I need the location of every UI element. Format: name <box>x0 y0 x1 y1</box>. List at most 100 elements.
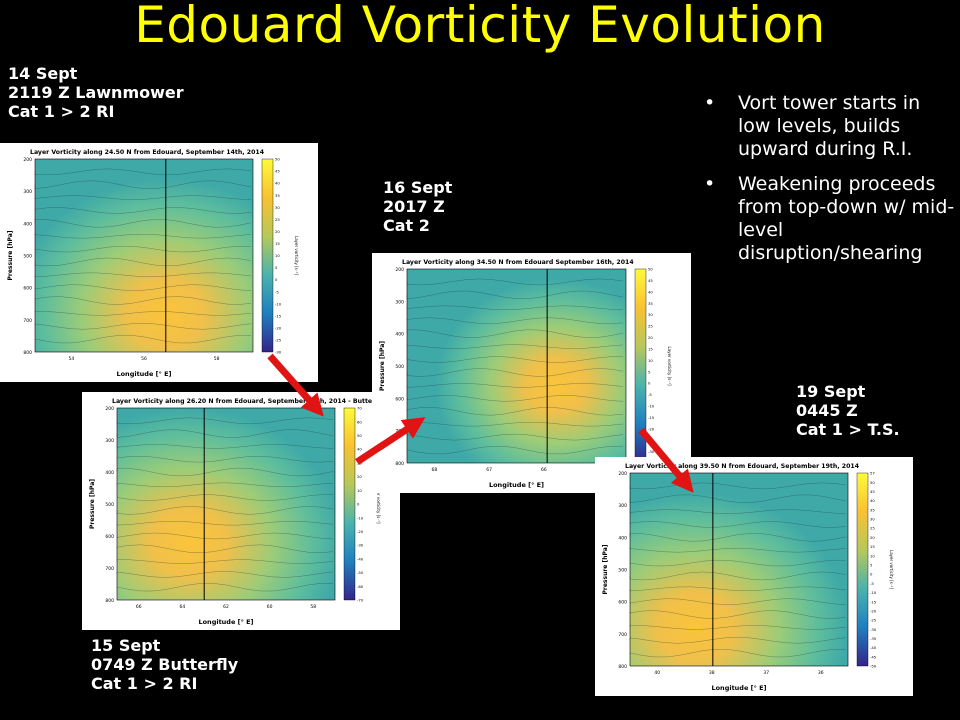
caption-sep14: 14 Sept 2119 Z Lawnmower Cat 1 > 2 RI <box>8 64 184 121</box>
x-tick-label: 66 <box>136 604 142 610</box>
contour-line <box>406 344 624 349</box>
y-tick-label: 500 <box>23 254 32 260</box>
y-tick-label: 300 <box>395 299 404 305</box>
contour-line <box>406 433 624 441</box>
colorbar-tick-label: 30 <box>870 517 875 522</box>
colorbar-tick-label: -35 <box>870 636 877 641</box>
contour-line <box>116 583 334 592</box>
y-tick-label: 800 <box>618 664 627 670</box>
y-tick-label: 600 <box>395 396 404 402</box>
y-tick-label: 400 <box>105 470 114 476</box>
y-tick-label: 300 <box>23 189 32 195</box>
y-tick-label: 700 <box>23 318 32 324</box>
x-axis-label: Longitude [° E] <box>489 481 544 489</box>
colorbar-tick-label: -30 <box>357 543 364 548</box>
contour-line <box>629 571 847 581</box>
contour-line <box>34 195 252 200</box>
x-tick-label: 60 <box>267 604 273 610</box>
contour-line <box>116 456 334 463</box>
colorbar-tick-label: 25 <box>870 526 875 531</box>
contour-line <box>116 429 334 438</box>
x-tick-label: 64 <box>180 604 186 610</box>
colorbar-tick-label: 40 <box>357 447 362 452</box>
panel-title: Layer Vorticity along 26.20 N from Edoua… <box>112 398 384 405</box>
colorbar <box>856 472 869 667</box>
contour-line <box>116 559 334 564</box>
y-tick-label: 700 <box>105 566 114 572</box>
colorbar-tick-label: -25 <box>275 338 282 343</box>
colorbar <box>261 158 274 353</box>
panel-sep16: Layer Vorticity along 34.50 N from Edoua… <box>372 253 691 493</box>
y-axis-label: Pressure [hPa] <box>89 479 96 529</box>
contour-line <box>34 180 252 189</box>
colorbar-tick-label: 40 <box>648 289 653 294</box>
contour-line <box>629 625 847 630</box>
colorbar-tick-label: -20 <box>275 325 282 330</box>
bullet-item: Weakening proceeds from top-down w/ mid-… <box>700 173 958 265</box>
colorbar-tick-label: 0 <box>870 572 873 577</box>
colorbar-tick-label: -60 <box>357 584 364 589</box>
contour-line <box>116 532 334 540</box>
colorbar-tick-label: 15 <box>870 544 875 549</box>
y-tick-label: 800 <box>395 461 404 467</box>
colorbar-tick-label: 20 <box>275 229 280 234</box>
contour-line <box>34 272 252 277</box>
contour-line <box>629 533 847 542</box>
contour-line <box>116 521 334 526</box>
y-tick-label: 700 <box>395 429 404 435</box>
colorbar-tick-label: 20 <box>648 335 653 340</box>
colorbar-tick-label: 35 <box>648 301 653 306</box>
colorbar-tick-label: 5 <box>648 369 651 374</box>
colorbar-tick-label: -10 <box>275 301 282 306</box>
colorbar-tick-label: 15 <box>275 241 280 246</box>
y-tick-label: 600 <box>23 286 32 292</box>
contour-line <box>406 395 624 402</box>
contour-line <box>406 305 624 310</box>
contour-line <box>34 219 252 228</box>
contour-line <box>406 356 624 363</box>
colorbar-tick-label: -10 <box>870 590 877 595</box>
colorbar-tick-label: 15 <box>648 346 653 351</box>
colorbar-tick-label: 25 <box>648 324 653 329</box>
vorticity-field <box>407 269 626 463</box>
y-tick-label: 600 <box>105 534 114 540</box>
y-axis-label: Pressure [hPa] <box>602 544 609 594</box>
y-tick-label: 400 <box>395 332 404 338</box>
panel-title: Layer Vorticity along 34.50 N from Edoua… <box>402 259 634 266</box>
contour-line <box>629 637 847 644</box>
colorbar-tick-label: -50 <box>870 664 877 669</box>
x-tick-label: 58 <box>214 356 220 362</box>
colorbar-tick-label: 45 <box>275 169 280 174</box>
contour-line <box>34 207 252 214</box>
contour-line <box>116 467 334 477</box>
contour-line <box>629 649 847 658</box>
contour-line <box>34 257 252 267</box>
contour-line <box>34 335 252 344</box>
colorbar <box>343 407 356 601</box>
colorbar-tick-label: 57 <box>870 471 875 476</box>
colorbar-tick-label: 50 <box>275 157 280 162</box>
colorbar-tick-label: -10 <box>357 515 364 520</box>
contour-line <box>116 482 334 487</box>
x-axis-label: Longitude [° E] <box>198 618 253 626</box>
y-tick-label: 500 <box>105 502 114 508</box>
colorbar-tick-label: 10 <box>870 553 875 558</box>
contour-line <box>116 494 334 501</box>
contour-line <box>629 598 847 605</box>
contour-line <box>406 446 624 455</box>
contour-line <box>116 571 334 578</box>
colorbar-tick-label: -5 <box>275 289 279 294</box>
colorbar-label: Layer vorticity [s⁻¹] <box>667 347 672 386</box>
x-tick-label: 58 <box>310 604 316 610</box>
colorbar <box>634 268 647 464</box>
x-tick-label: 56 <box>141 356 147 362</box>
contour-line <box>34 296 252 305</box>
y-tick-label: 300 <box>618 503 627 509</box>
x-tick-label: 38 <box>709 670 715 676</box>
panel-sep19: Layer Vorticity along 39.50 N from Edoua… <box>595 457 913 696</box>
colorbar-tick-label: 5 <box>870 563 873 568</box>
y-tick-label: 200 <box>23 157 32 163</box>
contour-line <box>116 506 334 515</box>
colorbar-tick-label: -50 <box>357 570 364 575</box>
colorbar-label: Layer vorticity [s⁻¹] <box>889 550 894 589</box>
